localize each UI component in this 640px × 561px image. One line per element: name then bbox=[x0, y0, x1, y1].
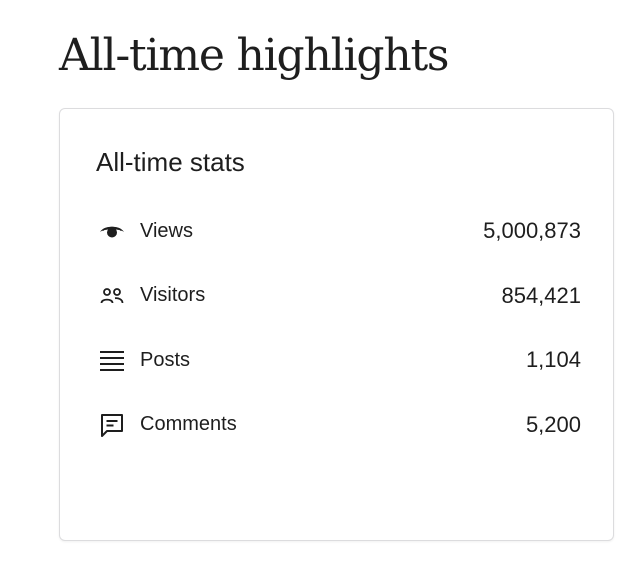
stat-label-comments: Comments bbox=[140, 413, 237, 436]
stats-list: Views 5,000,873 Visitors 854,421 bbox=[96, 199, 581, 457]
page-title: All-time highlights bbox=[59, 30, 450, 81]
stat-label-visitors: Visitors bbox=[140, 284, 206, 307]
eye-icon bbox=[98, 217, 132, 245]
stat-value-visitors: 854,421 bbox=[501, 282, 581, 308]
stat-label-views: Views bbox=[140, 219, 193, 242]
posts-list-icon bbox=[98, 346, 132, 374]
stat-value-views: 5,000,873 bbox=[483, 218, 581, 244]
comment-icon bbox=[98, 411, 132, 439]
card-title: All-time stats bbox=[96, 147, 245, 177]
stat-row-comments: Comments 5,200 bbox=[96, 393, 581, 458]
people-icon bbox=[98, 282, 132, 310]
stat-value-comments: 5,200 bbox=[525, 411, 581, 437]
stat-value-posts: 1,104 bbox=[525, 347, 581, 373]
stat-label-posts: Posts bbox=[140, 348, 191, 371]
stat-row-views: Views 5,000,873 bbox=[96, 199, 581, 264]
stat-row-posts: Posts 1,104 bbox=[96, 328, 581, 393]
all-time-stats-card: All-time stats Views 5,000,873 bbox=[59, 108, 614, 541]
stat-row-visitors: Visitors 854,421 bbox=[96, 264, 581, 329]
